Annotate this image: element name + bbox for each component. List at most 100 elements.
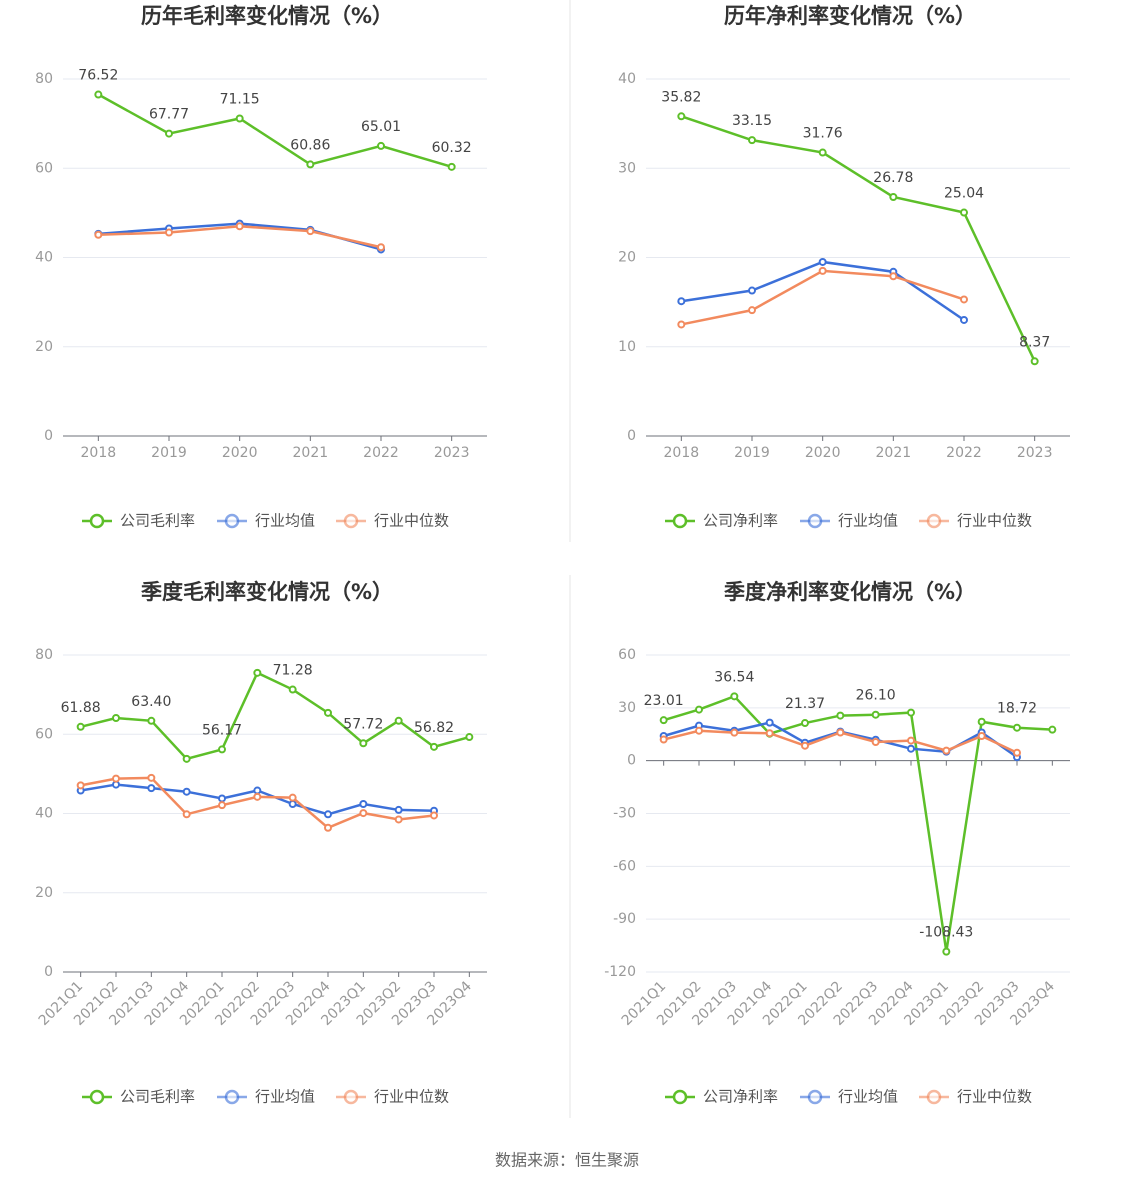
data-point [306,227,315,236]
data-point [430,811,438,820]
y-tick-label: 0 [627,428,636,444]
series-line [680,115,1036,362]
y-tick-label: 20 [618,250,636,266]
y-tick-label: 30 [618,160,636,176]
data-point [94,90,103,99]
y-tick-label: 0 [44,428,53,444]
legend-icon [672,513,688,529]
data-point [253,786,262,795]
data-point [182,754,191,763]
y-tick-label: 0 [44,964,53,980]
legend-icon [343,513,359,529]
legend-label: 公司净利率 [703,512,778,530]
data-point [359,739,368,748]
data-label: 26.78 [873,170,913,186]
data-label: 31.76 [803,126,843,142]
legend-label: 行业均值 [255,1088,315,1106]
chart-title: 历年毛利率变化情况（%） [141,4,393,28]
legend-icon [672,1089,688,1105]
legend-icon [224,1089,240,1105]
data-point [765,729,774,738]
data-label: 25.04 [944,186,984,202]
data-point [977,717,986,726]
data-point [659,716,668,725]
chart-title: 历年净利率变化情况（%） [724,4,976,28]
data-point [942,746,951,755]
data-label: 65.01 [361,119,401,135]
data-point [677,112,686,121]
data-point [730,728,739,737]
series-line [663,694,1053,952]
legend-label: 行业中位数 [374,1088,449,1106]
data-point [447,162,456,171]
x-tick-label: 2022 [946,445,982,461]
data-point [695,726,703,735]
legend-label: 行业中位数 [957,512,1032,530]
data-point [1048,725,1057,734]
y-tick-label: 10 [618,339,636,355]
data-point [218,745,226,754]
data-point [306,160,315,169]
data-point [288,793,297,802]
data-point [977,732,986,741]
data-point [218,794,226,803]
x-tick-label: 2021 [293,445,329,461]
data-label: 35.82 [661,89,701,105]
series-line [80,671,470,761]
chart-title: 季度净利率变化情况（%） [724,580,976,604]
x-tick-label: 2022 [363,445,399,461]
data-point [235,114,244,123]
data-point [253,792,262,801]
y-tick-label: 40 [35,250,53,266]
data-point [324,708,332,717]
data-point [871,710,880,719]
y-tick-label: -90 [613,911,636,927]
data-point [748,286,756,295]
source: 数据来源：恒生聚源 [495,1151,639,1170]
data-point [76,781,85,790]
data-label: -108.43 [919,925,973,941]
data-point [147,784,156,793]
data-point [889,272,898,281]
legend-icon [89,513,105,529]
y-tick-label: -30 [613,806,636,822]
data-point [818,148,827,157]
data-point [730,692,739,701]
data-point [1013,723,1021,732]
data-point [253,668,262,677]
legend-label: 行业均值 [838,512,898,530]
data-point [801,741,809,750]
y-tick-label: 60 [35,726,53,742]
data-point [288,799,297,808]
legend-label: 行业均值 [838,1088,898,1106]
data-point [112,774,120,783]
legend-icon [224,513,240,529]
data-label: 56.17 [202,722,242,738]
y-tick-label: 80 [35,71,53,87]
series-line [97,93,453,169]
data-point [324,823,332,832]
x-tick-label: 2019 [734,445,770,461]
data-point [377,243,385,252]
data-point [394,805,403,814]
data-point [907,744,915,753]
data-point [836,711,845,720]
data-point [324,810,332,819]
data-point [377,141,385,150]
y-tick-label: -120 [604,964,636,980]
data-point [76,722,85,731]
x-tick-label: 2019 [151,445,187,461]
y-tick-label: 20 [35,885,53,901]
data-label: 26.10 [856,688,896,704]
data-label: 71.28 [273,663,313,679]
data-point [748,136,756,145]
data-point [359,799,368,808]
data-point [677,297,686,306]
data-label: 18.72 [997,701,1037,717]
legend-label: 公司净利率 [703,1088,778,1106]
data-label: 61.88 [61,700,101,716]
data-point [695,705,703,714]
legend-icon [807,513,823,529]
x-tick-label: 2020 [222,445,258,461]
